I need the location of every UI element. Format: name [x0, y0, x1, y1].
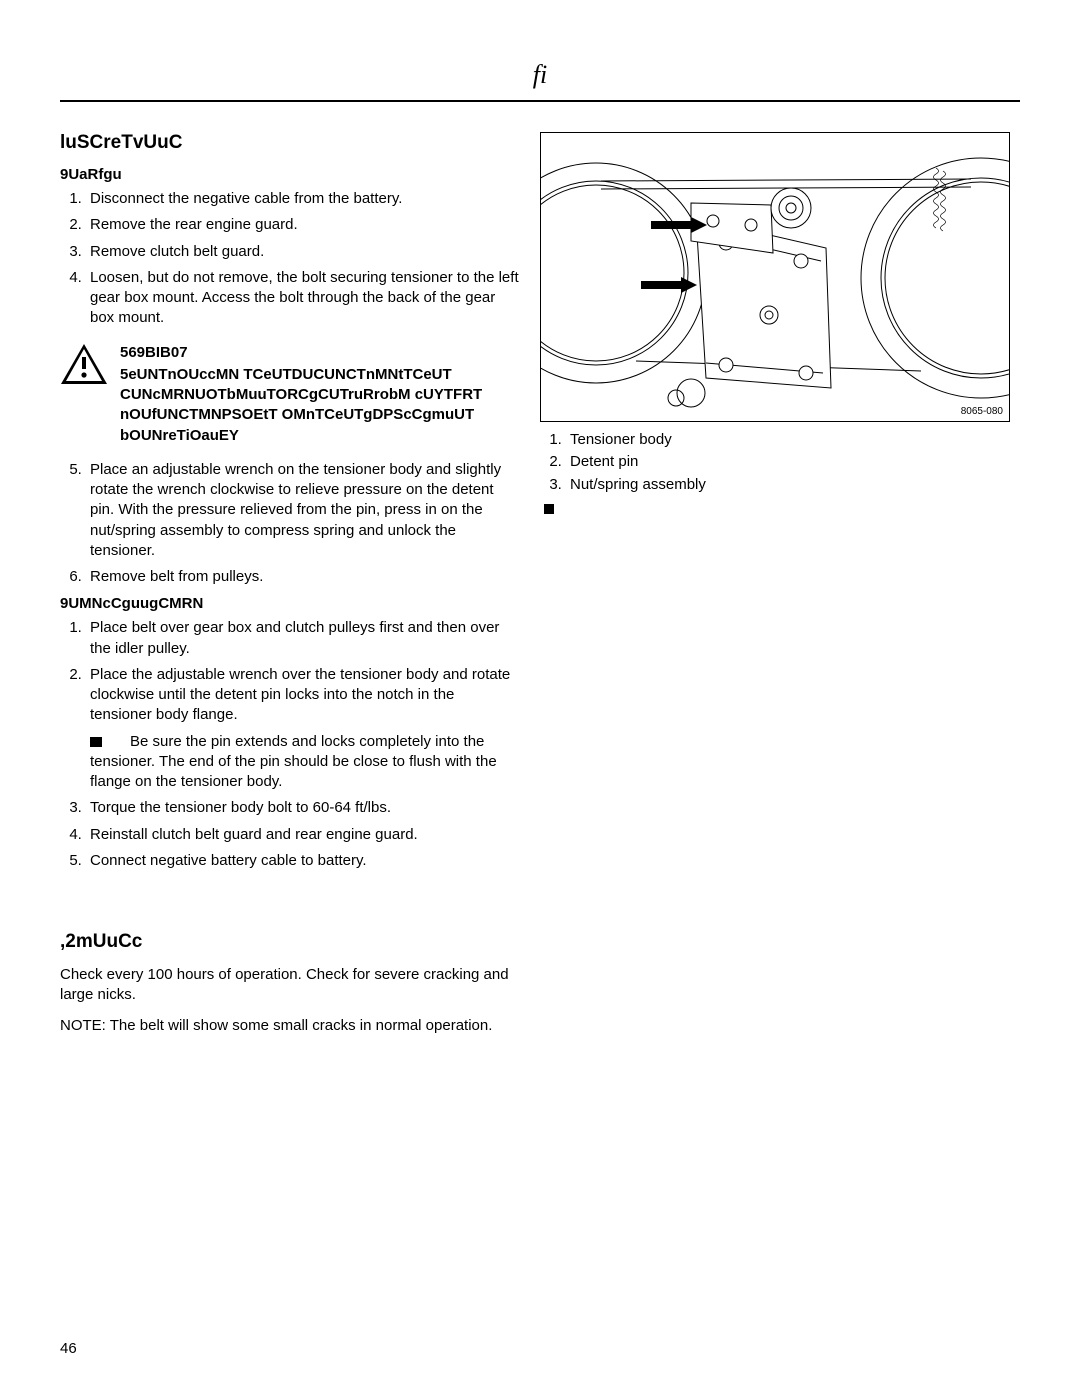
list-item-text: Place the adjustable wrench over the ten…: [90, 666, 510, 724]
list-item: Remove the rear engine guard.: [86, 215, 520, 235]
figure-label-icon: [544, 504, 554, 514]
list-item: Remove clutch belt guard.: [86, 242, 520, 262]
figure-label: [544, 499, 1010, 519]
figure-callouts: Tensioner body Detent pin Nut/spring ass…: [540, 430, 1010, 519]
callout-item: Detent pin: [566, 452, 1010, 472]
replacement-heading: luSCreTvUuC: [60, 132, 520, 154]
header-rule: [60, 100, 1020, 102]
belt-diagram-svg: [541, 133, 1010, 422]
note-icon: [90, 737, 102, 747]
check-section: ,2mUuCc Check every 100 hours of operati…: [60, 931, 520, 1036]
check-para1: Check every 100 hours of operation. Chec…: [60, 965, 520, 1006]
check-heading: ,2mUuCc: [60, 931, 520, 953]
note-body: The belt will show some small cracks in …: [106, 1017, 493, 1034]
page-header-title: fi: [60, 60, 1020, 90]
figure-id: 8065-080: [961, 406, 1003, 417]
two-column-layout: luSCreTvUuC 9UaRfgu Disconnect the negat…: [60, 132, 1020, 1046]
left-column: luSCreTvUuC 9UaRfgu Disconnect the negat…: [60, 132, 520, 1046]
list-item: Place the adjustable wrench over the ten…: [86, 665, 520, 793]
removal-steps-cont: Place an adjustable wrench on the tensio…: [60, 460, 520, 588]
reinstall-steps-cont: Torque the tensioner body bolt to 60-64 …: [60, 798, 520, 871]
reinstall-steps-list: Place belt over gear box and clutch pull…: [60, 618, 520, 792]
removal-steps-list: Disconnect the negative cable from the b…: [60, 189, 520, 329]
note-label: NOTE:: [60, 1017, 106, 1034]
caution-body: 5eUNTnOUccMN TCeUTDUCUNCTnMNtTCeUT CUNcM…: [120, 366, 482, 444]
callout-item: Tensioner body: [566, 430, 1010, 450]
list-item: Place belt over gear box and clutch pull…: [86, 618, 520, 659]
list-item: Disconnect the negative cable from the b…: [86, 189, 520, 209]
list-item: Torque the tensioner body bolt to 60-64 …: [86, 798, 520, 818]
list-item: Remove belt from pulleys.: [86, 567, 520, 587]
list-item: Place an adjustable wrench on the tensio…: [86, 460, 520, 561]
removal-subheading: 9UaRfgu: [60, 166, 520, 183]
caution-label: 569BIB07: [120, 343, 520, 363]
caution-box: 569BIB07 5eUNTnOUccMN TCeUTDUCUNCTnMNtTC…: [60, 343, 520, 446]
inline-note: Be sure the pin extends and locks comple…: [90, 732, 520, 793]
check-para2: NOTE: The belt will show some small crac…: [60, 1016, 520, 1036]
list-item: Reinstall clutch belt guard and rear eng…: [86, 825, 520, 845]
reinstall-subheading: 9UMNcCguugCMRN: [60, 595, 520, 612]
callout-item: Nut/spring assembly: [566, 475, 1010, 495]
right-column: 8065-080 Tensioner body Detent pin Nut/s…: [540, 132, 1010, 1046]
list-item: Connect negative battery cable to batter…: [86, 851, 520, 871]
caution-text: 569BIB07 5eUNTnOUccMN TCeUTDUCUNCTnMNtTC…: [120, 343, 520, 446]
figure-illustration: 8065-080: [540, 132, 1010, 422]
note-text: Be sure the pin extends and locks comple…: [90, 733, 497, 791]
warning-icon: [60, 343, 108, 385]
page-number: 46: [60, 1340, 77, 1357]
list-item: Loosen, but do not remove, the bolt secu…: [86, 268, 520, 329]
